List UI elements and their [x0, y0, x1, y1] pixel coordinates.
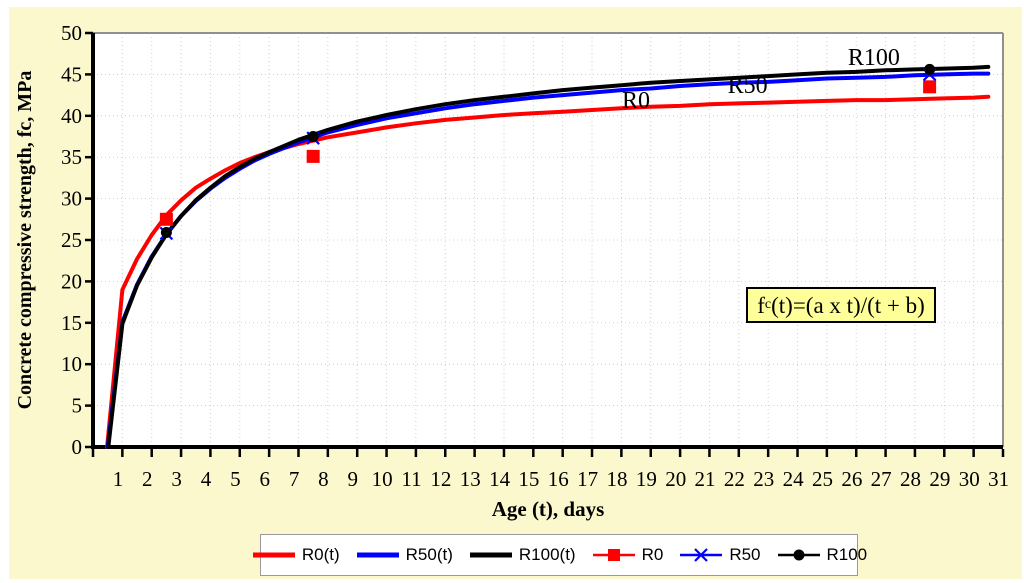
x-tick-label: 31	[988, 467, 1009, 491]
legend-label: R50(t)	[405, 545, 453, 564]
x-tick-label: 22	[724, 467, 745, 491]
x-tick-label: 17	[577, 467, 598, 491]
x-tick-label: 29	[929, 467, 950, 491]
x-tick-label: 24	[783, 467, 805, 491]
x-tick-label: 12	[430, 467, 451, 491]
curve-label-r0: R0	[622, 88, 650, 114]
series-line-r100t	[106, 64, 991, 449]
y-tick-label: 40	[61, 104, 82, 128]
x-tick-label: 8	[318, 467, 329, 491]
legend-item-r0t: R0(t)	[251, 545, 340, 565]
y-tick-label: 10	[61, 352, 82, 376]
legend-label: R100(t)	[518, 545, 576, 564]
legend-swatch-line	[252, 552, 295, 558]
x-tick-label: 25	[812, 467, 833, 491]
curve-label-r100: R100	[848, 45, 900, 71]
x-tick-label: 21	[695, 467, 716, 491]
x-tick-label: 2	[142, 467, 153, 491]
legend-label: R0	[641, 545, 664, 564]
marker-square-r0	[306, 149, 320, 163]
legend-swatch-line	[469, 552, 512, 558]
x-tick-label: 13	[460, 467, 481, 491]
legend-swatch-line-x	[680, 548, 723, 562]
y-tick-label: 30	[61, 187, 82, 211]
formula-text: f	[757, 292, 765, 318]
x-tick-label: 26	[841, 467, 862, 491]
marker-circle-r100	[160, 227, 172, 239]
x-tick-label: 1	[113, 467, 124, 491]
series-line-r0t	[105, 94, 991, 449]
legend-item-r0: R0	[591, 545, 664, 565]
legend-swatch-line-square	[592, 549, 635, 561]
legend-label: R0(t)	[301, 545, 340, 564]
y-tick-label: 0	[72, 435, 83, 459]
formula-text-rest: (t)=(a x t)/(t + b)	[771, 292, 925, 318]
x-tick-label: 16	[548, 467, 569, 491]
x-tick-label: 27	[871, 467, 892, 491]
x-axis-title: Age (t), days	[492, 497, 605, 521]
x-tick-label: 5	[230, 467, 241, 491]
curve-label-r50: R50	[728, 73, 768, 99]
y-tick-label: 35	[61, 145, 82, 169]
y-tick-label: 15	[61, 311, 82, 335]
x-tick-label: 20	[665, 467, 686, 491]
x-tick-label: 23	[753, 467, 774, 491]
marker-square-r0	[923, 80, 937, 94]
y-tick-label: 50	[61, 21, 82, 45]
y-tick-label: 45	[61, 62, 82, 86]
y-tick-label: 25	[61, 228, 82, 252]
x-tick-label: 4	[201, 467, 212, 491]
legend-item-r50t: R50(t)	[355, 545, 453, 565]
marker-circle-r100	[307, 131, 319, 142]
x-tick-label: 7	[289, 467, 300, 491]
x-tick-label: 30	[959, 467, 980, 491]
x-tick-label: 11	[401, 467, 421, 491]
legend-item-r50: R50	[678, 545, 761, 565]
legend-swatch-shape	[694, 548, 709, 562]
x-tick-label: 15	[518, 467, 539, 491]
legend-swatch-shape	[793, 549, 804, 561]
formula-annotation-box: f c (t)=(a x t)/(t + b)	[746, 287, 936, 323]
y-tick-label: 20	[61, 269, 82, 293]
chart-legend: R0(t) R50(t) R100(t) R0 R50 R100	[252, 534, 867, 576]
legend-swatch-shape	[607, 549, 620, 561]
y-axis-title: Concrete compressive strength, fc, MPa	[14, 71, 36, 410]
legend-item-r100t: R100(t)	[468, 545, 576, 565]
x-tick-label: 6	[259, 467, 270, 491]
y-tick-label: 5	[72, 394, 83, 418]
x-tick-label: 18	[606, 467, 627, 491]
marker-circle-r100	[924, 63, 936, 75]
x-tick-label: 19	[636, 467, 657, 491]
x-tick-label: 28	[900, 467, 921, 491]
x-tick-label: 9	[348, 467, 359, 491]
legend-swatch-line	[356, 552, 399, 558]
x-tick-label: 14	[489, 467, 511, 491]
legend-label: R50	[729, 545, 761, 564]
legend-item-r100: R100	[776, 545, 868, 565]
legend-label: R100	[826, 545, 868, 564]
formula-subscript: c	[764, 297, 772, 312]
x-tick-label: 3	[171, 467, 182, 491]
x-tick-label: 10	[372, 467, 393, 491]
legend-swatch-line-circle	[777, 549, 820, 561]
marker-square-r0	[159, 212, 173, 226]
